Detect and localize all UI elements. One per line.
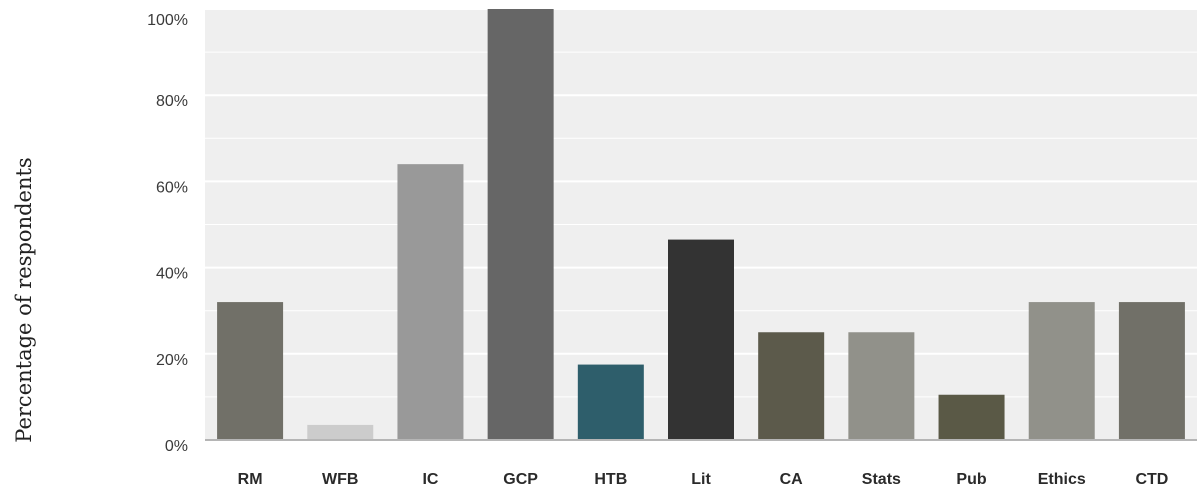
x-tick-label: RM bbox=[238, 471, 263, 488]
bar-stats bbox=[848, 332, 915, 440]
x-tick-label: Pub bbox=[956, 471, 986, 488]
y-tick-labels: 0% 20% 40% 60% 80% 100% bbox=[147, 12, 188, 455]
bar-gcp bbox=[487, 9, 554, 440]
y-tick-label: 80% bbox=[156, 93, 188, 110]
bar-pub bbox=[938, 394, 1005, 440]
bars bbox=[217, 9, 1185, 440]
x-tick-label: IC bbox=[422, 471, 438, 488]
bar-ic bbox=[397, 164, 464, 440]
x-tick-label: CA bbox=[780, 471, 804, 488]
x-tick-label: GCP bbox=[503, 471, 538, 488]
y-tick-label: 20% bbox=[156, 352, 188, 369]
y-tick-label: 40% bbox=[156, 266, 188, 283]
x-tick-label: WFB bbox=[322, 471, 358, 488]
bar-wfb bbox=[307, 424, 374, 440]
x-tick-label: HTB bbox=[594, 471, 627, 488]
y-axis-title: Percentage of respondents bbox=[12, 157, 36, 442]
x-tick-label: Stats bbox=[862, 471, 901, 488]
x-tick-label: Ethics bbox=[1038, 471, 1086, 488]
bar-rm bbox=[217, 302, 284, 440]
y-tick-label: 60% bbox=[156, 179, 188, 196]
bar-ctd bbox=[1118, 302, 1185, 440]
bar-lit bbox=[668, 239, 734, 440]
x-tick-label: CTD bbox=[1135, 471, 1168, 488]
bar-ca bbox=[758, 332, 825, 440]
y-tick-label: 100% bbox=[147, 12, 188, 29]
x-tick-label: Lit bbox=[691, 471, 711, 488]
bar-htb bbox=[577, 364, 644, 440]
x-tick-labels: RM WFB IC GCP HTB Lit CA Stats Pub Ethics CTD bbox=[238, 471, 1169, 488]
bar-ethics bbox=[1028, 302, 1095, 440]
y-tick-label: 0% bbox=[165, 438, 188, 455]
